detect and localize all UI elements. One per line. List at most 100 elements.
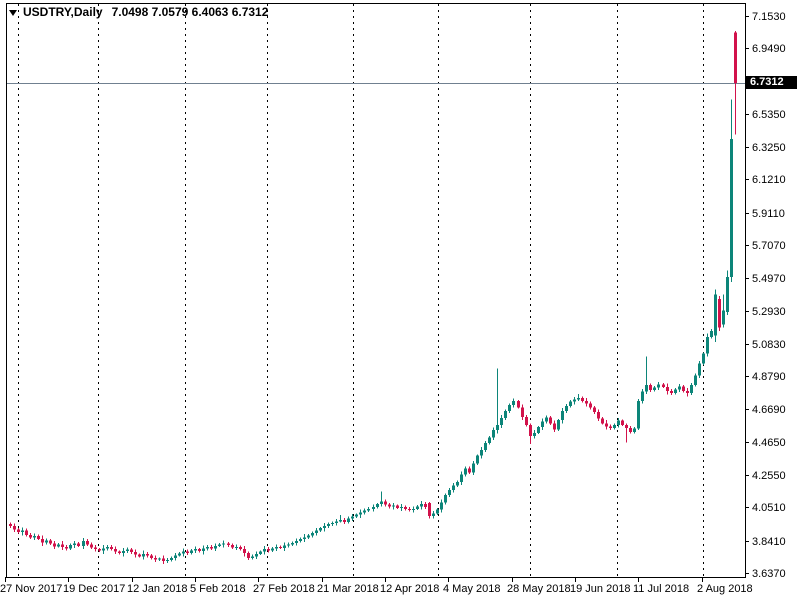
candle-body — [581, 397, 584, 402]
candle — [653, 385, 656, 392]
candle-body — [694, 375, 697, 385]
candle — [589, 401, 592, 410]
candle-body — [275, 546, 278, 549]
candle-body — [436, 509, 439, 514]
candle-body — [202, 548, 205, 552]
candle-body — [645, 385, 648, 392]
candle — [484, 441, 487, 453]
candle — [436, 508, 439, 515]
candle — [122, 547, 125, 557]
candle-body — [214, 545, 217, 549]
candle — [359, 509, 362, 518]
candle — [496, 368, 499, 434]
candle-body — [710, 330, 713, 337]
x-axis-label: 19 Dec 2017 — [63, 583, 125, 595]
candle — [247, 551, 250, 560]
candle — [259, 550, 262, 556]
candle — [525, 415, 528, 427]
candle — [69, 543, 72, 550]
candle — [65, 545, 68, 551]
candle — [271, 546, 274, 553]
candle — [452, 483, 455, 493]
x-axis: 27 Nov 2017 19 Dec 2017 12 Jan 2018 5 Feb 2… — [0, 577, 753, 595]
candle-body — [130, 549, 133, 553]
candle-body — [190, 550, 193, 554]
y-axis-label: 6.5350 — [752, 109, 786, 121]
candle-body — [545, 417, 548, 422]
candle-body — [251, 556, 254, 558]
chart-title-ohlc: 7.0498 7.0579 6.4063 6.7312 — [111, 5, 269, 19]
candle-body — [428, 503, 431, 516]
candle-body — [57, 544, 60, 547]
candle-body — [86, 541, 89, 545]
y-axis-label: 4.0510 — [752, 502, 786, 514]
candle-body — [621, 420, 624, 425]
candle — [420, 500, 423, 510]
candle — [61, 541, 64, 551]
candle — [114, 546, 117, 555]
candle-body — [396, 505, 399, 508]
candle-body — [589, 403, 592, 408]
dropdown-arrow-icon[interactable] — [9, 9, 17, 16]
candle — [57, 543, 60, 548]
candle-body — [102, 548, 105, 551]
candle — [218, 543, 221, 548]
candle-body — [476, 455, 479, 464]
candle — [367, 507, 370, 512]
candle — [641, 389, 644, 404]
y-axis-label: 3.8410 — [752, 536, 786, 548]
candle — [404, 505, 407, 511]
current-price-badge: 6.7312 — [746, 76, 797, 89]
candle — [222, 540, 225, 548]
candle-body — [178, 553, 181, 556]
candle-body — [82, 541, 85, 546]
candle-body — [98, 549, 101, 551]
candle — [504, 409, 507, 420]
candle-body — [206, 546, 209, 549]
candle — [295, 538, 298, 546]
candle-body — [118, 551, 121, 554]
candle — [706, 333, 709, 357]
candle-body — [557, 420, 560, 430]
candle-body — [734, 32, 737, 83]
candle — [335, 518, 338, 526]
candle — [106, 544, 109, 551]
candle-body — [13, 526, 16, 530]
candle — [267, 547, 270, 553]
candle — [251, 554, 254, 560]
candle-body — [384, 501, 387, 505]
candle — [549, 415, 552, 425]
candle — [214, 543, 217, 551]
candle — [315, 527, 318, 536]
candle — [206, 544, 209, 551]
y-axis-label: 4.4650 — [752, 437, 786, 449]
candle-body — [110, 546, 113, 549]
candle — [726, 270, 729, 316]
candles — [9, 31, 737, 565]
candle — [158, 557, 161, 561]
candle-body — [69, 545, 72, 549]
candle-body — [521, 407, 524, 417]
candle — [694, 373, 697, 387]
candle-body — [287, 544, 290, 546]
candle-body — [315, 530, 318, 534]
x-axis-label: 21 Mar 2018 — [317, 583, 379, 595]
candle-body — [408, 508, 411, 510]
candle — [666, 383, 669, 395]
candle-body — [726, 277, 729, 312]
y-axis-label: 5.0830 — [752, 339, 786, 351]
candle — [396, 504, 399, 510]
candle — [512, 398, 515, 408]
candle — [662, 383, 665, 389]
candle-body — [231, 545, 234, 548]
candle-body — [653, 387, 656, 390]
candle — [150, 553, 153, 560]
candle-body — [29, 534, 32, 538]
candle-body — [194, 549, 197, 551]
candle — [166, 558, 169, 563]
candle — [25, 528, 28, 537]
candle — [327, 522, 330, 529]
candle-body — [126, 549, 129, 552]
